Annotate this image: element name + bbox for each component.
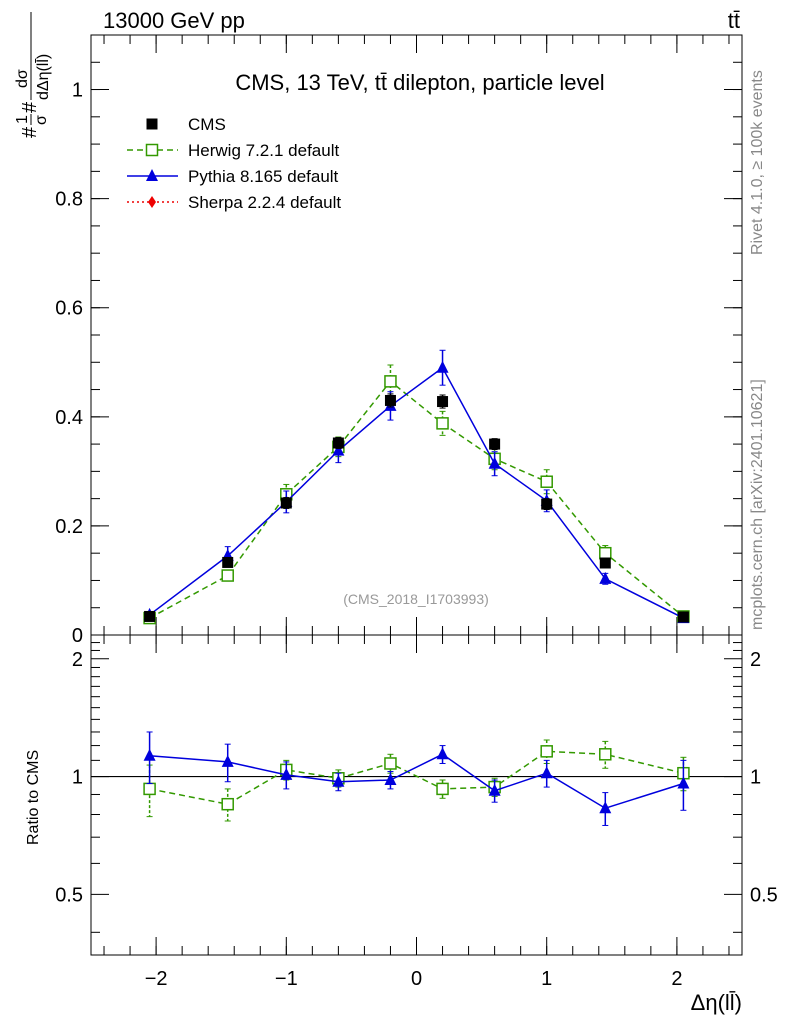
ratio-y-tick-label: 1 (72, 767, 83, 789)
cms-point (144, 610, 156, 622)
pythia-point (599, 571, 612, 584)
x-tick-label: −2 (145, 968, 168, 990)
legend-pythia-label: Pythia 8.165 default (188, 167, 339, 186)
ratio-herwig-point (436, 782, 449, 796)
y-tick-label: 0.8 (55, 189, 83, 211)
y-axis-label-deta: dΔη(ll̄) (34, 54, 52, 100)
y-tick-label: 0.2 (55, 516, 83, 538)
cms-point (332, 437, 344, 449)
x-tick-label: 2 (671, 968, 682, 990)
ratio-data-marks (143, 731, 690, 826)
cms-point (489, 438, 501, 450)
ratio-y-axis-label: Ratio to CMS (25, 750, 42, 845)
energy-label: 13000 GeV pp (103, 8, 245, 33)
source-label: mcplots.cern.ch [arXiv:2401.10621] (749, 379, 766, 630)
ratio-pythia-point (488, 783, 501, 796)
y-axis-label-one: 1 (14, 115, 31, 124)
ratio-pythia-point (280, 767, 293, 780)
ratio-pythia-point (599, 801, 612, 814)
ratio-y-tick-label: 0.5 (55, 884, 83, 906)
ratio-y-tick-label-right: 1 (750, 767, 761, 789)
ratio-herwig-point (221, 797, 234, 811)
y-tick-label: 0.6 (55, 298, 83, 320)
y-axis-label-hash: # (19, 101, 41, 113)
main-panel: 0 0.2 0.4 0.6 0.8 1 CMS, 13 TeV, tt̄ dilepton… (55, 34, 743, 647)
ratio-panel: 0.5 0.5 1 1 2 2 −2 −1 0 1 2 (55, 634, 778, 990)
ratio-herwig-point (143, 782, 156, 796)
y-tick-label: 0.4 (55, 407, 83, 429)
ratio-pythia-point (221, 754, 234, 767)
pythia-line (149, 366, 684, 619)
herwig-point (384, 375, 397, 388)
y-tick-label: 1 (72, 80, 83, 102)
legend-sherpa-marker (148, 196, 156, 208)
x-tick-label: −1 (275, 968, 298, 990)
process-label: tt̄ (728, 8, 740, 33)
analysis-id-label: (CMS_2018_I1703993) (343, 591, 489, 607)
ratio-y-tick-label: 2 (72, 649, 83, 671)
legend-pythia-marker (146, 169, 158, 181)
rivet-version-label: Rivet 4.1.0, ≥ 100k events (749, 70, 766, 255)
ratio-y-tick-label-right: 2 (750, 649, 761, 671)
ratio-panel-frame (90, 634, 743, 956)
ratio-pythia-point (332, 774, 345, 787)
cms-point (222, 556, 234, 568)
main-axis-ticks: 0 0.2 0.4 0.6 0.8 1 (55, 34, 742, 647)
ratio-y-tick-label-right: 0.5 (750, 884, 778, 906)
y-axis-label-sigma: σ (33, 115, 50, 125)
x-axis-label: Δη(ll̄) (691, 990, 742, 1015)
pythia-point (332, 443, 345, 456)
legend-cms-marker (146, 118, 158, 130)
herwig-point (599, 546, 612, 560)
ratio-herwig-point (384, 757, 397, 770)
main-y-axis-label: # 1 σ # dσ dΔη(ll̄) (14, 12, 52, 138)
ratio-axis-ticks: 0.5 0.5 1 1 2 2 −2 −1 0 1 2 (55, 635, 778, 990)
ratio-pythia-point (540, 766, 553, 779)
ratio-pythia-point (677, 776, 690, 789)
plot-title: CMS, 13 TeV, tt̄ dilepton, particle leve… (235, 70, 604, 95)
cms-point (437, 396, 449, 408)
cms-point (280, 497, 292, 509)
legend: CMS Herwig 7.2.1 default Pythia 8.165 defa… (127, 115, 341, 212)
pythia-point (488, 456, 501, 469)
legend-sherpa-label: Sherpa 2.2.4 default (188, 193, 341, 212)
main-data-marks (143, 349, 690, 625)
cms-point (384, 394, 396, 406)
pythia-point (436, 360, 449, 373)
cms-point (541, 498, 553, 510)
x-tick-label: 1 (541, 968, 552, 990)
ratio-pythia-point (436, 747, 449, 760)
ratio-pythia-point (384, 772, 397, 785)
herwig-point (436, 417, 449, 430)
cms-point (677, 611, 689, 623)
herwig-point (540, 475, 553, 488)
y-tick-label: 0 (72, 625, 83, 647)
herwig-point (221, 569, 234, 582)
y-axis-label-dsigma: dσ (14, 69, 31, 88)
ratio-herwig-point (599, 748, 612, 761)
x-tick-label: 0 (411, 968, 422, 990)
ratio-pythia-point (143, 748, 156, 761)
legend-herwig-marker (145, 143, 159, 157)
legend-herwig-label: Herwig 7.2.1 default (188, 141, 339, 160)
cms-point (599, 557, 611, 569)
legend-cms-label: CMS (188, 115, 226, 134)
ratio-herwig-point (540, 745, 553, 758)
ratio-herwig-line (149, 750, 684, 805)
y-axis-label-prefix: # (19, 126, 41, 138)
ratio-pythia-line (149, 753, 684, 810)
